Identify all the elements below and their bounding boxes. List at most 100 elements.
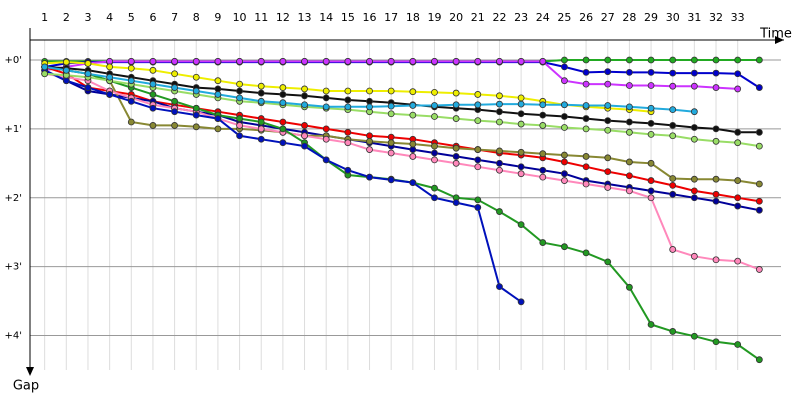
data-point xyxy=(734,139,742,147)
data-point xyxy=(690,82,698,90)
data-point xyxy=(149,80,157,88)
y-tick-label: +0' xyxy=(5,55,23,66)
data-point xyxy=(62,77,70,85)
data-point xyxy=(712,56,720,64)
data-point xyxy=(690,175,698,183)
data-point xyxy=(561,113,568,120)
data-point xyxy=(192,87,200,95)
data-point xyxy=(366,137,373,145)
data-point xyxy=(496,147,503,155)
data-point xyxy=(344,57,352,65)
series-line xyxy=(44,65,760,134)
data-point xyxy=(171,97,179,105)
data-point xyxy=(474,146,482,153)
data-point xyxy=(387,139,395,147)
x-axis-title: Time xyxy=(759,27,792,42)
data-point xyxy=(496,92,503,100)
data-point xyxy=(236,115,243,122)
x-tick-label: 11 xyxy=(254,11,268,24)
x-tick-label: 28 xyxy=(622,11,636,24)
x-tick-label: 20 xyxy=(449,11,463,24)
data-point xyxy=(452,153,460,160)
data-point xyxy=(712,125,720,133)
x-tick-label: 25 xyxy=(557,11,571,24)
data-point xyxy=(561,158,568,166)
x-tick-label: 23 xyxy=(514,11,528,24)
data-point xyxy=(734,177,742,184)
x-tick-label: 5 xyxy=(128,11,135,24)
data-point xyxy=(539,166,547,174)
data-point xyxy=(452,57,460,65)
x-axis-arrow xyxy=(775,36,784,44)
x-tick-label: 3 xyxy=(84,11,91,24)
data-point xyxy=(301,122,308,129)
data-point xyxy=(431,156,438,164)
data-point xyxy=(322,156,330,164)
data-point xyxy=(409,111,417,119)
data-point xyxy=(387,102,395,110)
data-point xyxy=(452,89,460,97)
data-point xyxy=(214,115,222,122)
data-point xyxy=(604,154,612,162)
y-axis-arrow xyxy=(26,367,34,376)
data-point xyxy=(561,170,568,178)
data-point xyxy=(431,113,438,120)
data-point xyxy=(734,341,742,348)
data-point xyxy=(669,190,677,198)
data-point xyxy=(582,153,590,160)
data-point xyxy=(517,94,525,102)
data-point xyxy=(236,87,243,95)
data-point xyxy=(539,122,547,129)
data-point xyxy=(690,135,698,143)
data-point xyxy=(712,197,720,205)
data-point xyxy=(431,149,438,157)
data-point xyxy=(626,187,633,195)
data-point xyxy=(669,56,677,64)
data-point xyxy=(712,69,720,77)
data-point xyxy=(387,110,395,118)
data-point xyxy=(452,144,460,152)
x-tick-label: 6 xyxy=(149,11,156,24)
y-axis-title: Gap xyxy=(13,379,39,394)
data-point xyxy=(84,84,92,91)
data-point xyxy=(214,85,222,93)
data-point xyxy=(257,125,265,133)
data-point xyxy=(669,175,677,182)
data-point xyxy=(496,166,503,174)
data-point xyxy=(322,57,330,65)
data-point xyxy=(214,125,222,133)
data-point xyxy=(626,128,633,136)
data-point xyxy=(41,63,49,71)
data-point xyxy=(84,70,92,78)
data-point xyxy=(366,97,373,105)
data-point xyxy=(236,80,243,88)
data-point xyxy=(582,163,590,171)
series-line xyxy=(44,65,760,185)
y-tick-label: +4' xyxy=(5,331,23,342)
data-point xyxy=(106,73,114,81)
x-tick-label: 29 xyxy=(644,11,658,24)
data-point xyxy=(604,80,612,88)
data-point xyxy=(171,108,179,116)
data-point xyxy=(669,246,677,253)
data-point xyxy=(604,258,612,266)
data-point xyxy=(214,91,222,98)
data-point xyxy=(431,57,438,65)
data-point xyxy=(712,190,720,198)
data-point xyxy=(474,156,482,164)
x-tick-label: 13 xyxy=(298,11,312,24)
data-point xyxy=(257,82,265,90)
data-point xyxy=(604,184,612,191)
data-point xyxy=(366,173,373,181)
data-point xyxy=(561,77,568,85)
data-point xyxy=(62,58,70,66)
data-point xyxy=(690,69,698,77)
data-point xyxy=(387,57,395,65)
data-point xyxy=(84,60,92,67)
data-point xyxy=(496,57,503,65)
data-point xyxy=(517,120,525,128)
data-point xyxy=(496,100,503,108)
data-point xyxy=(279,118,287,126)
data-point xyxy=(452,159,460,167)
data-point xyxy=(474,57,482,65)
